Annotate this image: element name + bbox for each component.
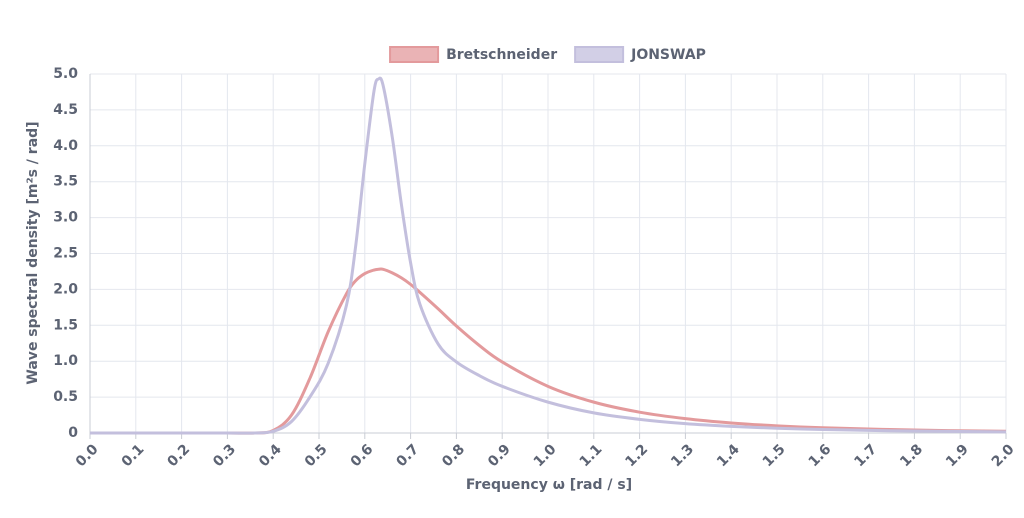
x-tick-label: 1.5 [760,441,789,470]
y-tick-label: 2.5 [53,246,78,262]
x-tick-label: 1.1 [577,441,606,470]
y-axis-label: Wave spectral density [m²s / rad] [25,121,41,384]
y-tick-label: 1.5 [53,317,78,333]
x-axis-label: Frequency ω [rad / s] [466,477,632,493]
x-tick-label: 1.7 [851,441,880,470]
x-tick-label: 1.9 [943,441,972,470]
y-tick-label: 5.0 [53,66,78,82]
legend-swatch [574,46,625,63]
x-tick-label: 0.9 [485,441,514,470]
x-tick-label: 0.1 [119,441,148,470]
x-tick-label: 1.2 [622,441,651,470]
x-tick-label: 0.6 [348,441,377,470]
x-tick-label: 0.0 [73,441,102,470]
y-tick-label: 1.0 [53,353,78,369]
legend-label: Bretschneider [446,47,557,63]
y-tick-label: 0 [68,425,78,441]
x-tick-label: 0.3 [210,441,239,470]
x-tick-label: 1.3 [668,441,697,470]
x-tick-label: 1.4 [714,441,743,470]
x-tick-label: 0.5 [302,441,331,470]
x-tick-label: 2.0 [989,441,1018,470]
y-tick-label: 2.0 [53,281,78,297]
x-tick-label: 0.2 [164,441,193,470]
y-tick-label: 3.5 [53,174,78,190]
x-tick-label: 1.8 [897,441,926,470]
y-tick-label: 4.5 [53,102,78,118]
x-tick-label: 0.4 [256,441,285,470]
line-series [89,76,1007,435]
y-tick-label: 0.5 [53,389,78,405]
legend-swatch [389,46,440,63]
y-tick-label: 3.0 [53,210,78,226]
x-tick-label: 1.6 [806,441,835,470]
x-tick-label: 0.7 [393,441,422,470]
x-tick-label: 0.8 [439,441,468,470]
legend-label: JONSWAP [630,47,706,63]
x-tick-label: 1.0 [531,441,560,470]
y-tick-label: 4.0 [53,138,78,154]
